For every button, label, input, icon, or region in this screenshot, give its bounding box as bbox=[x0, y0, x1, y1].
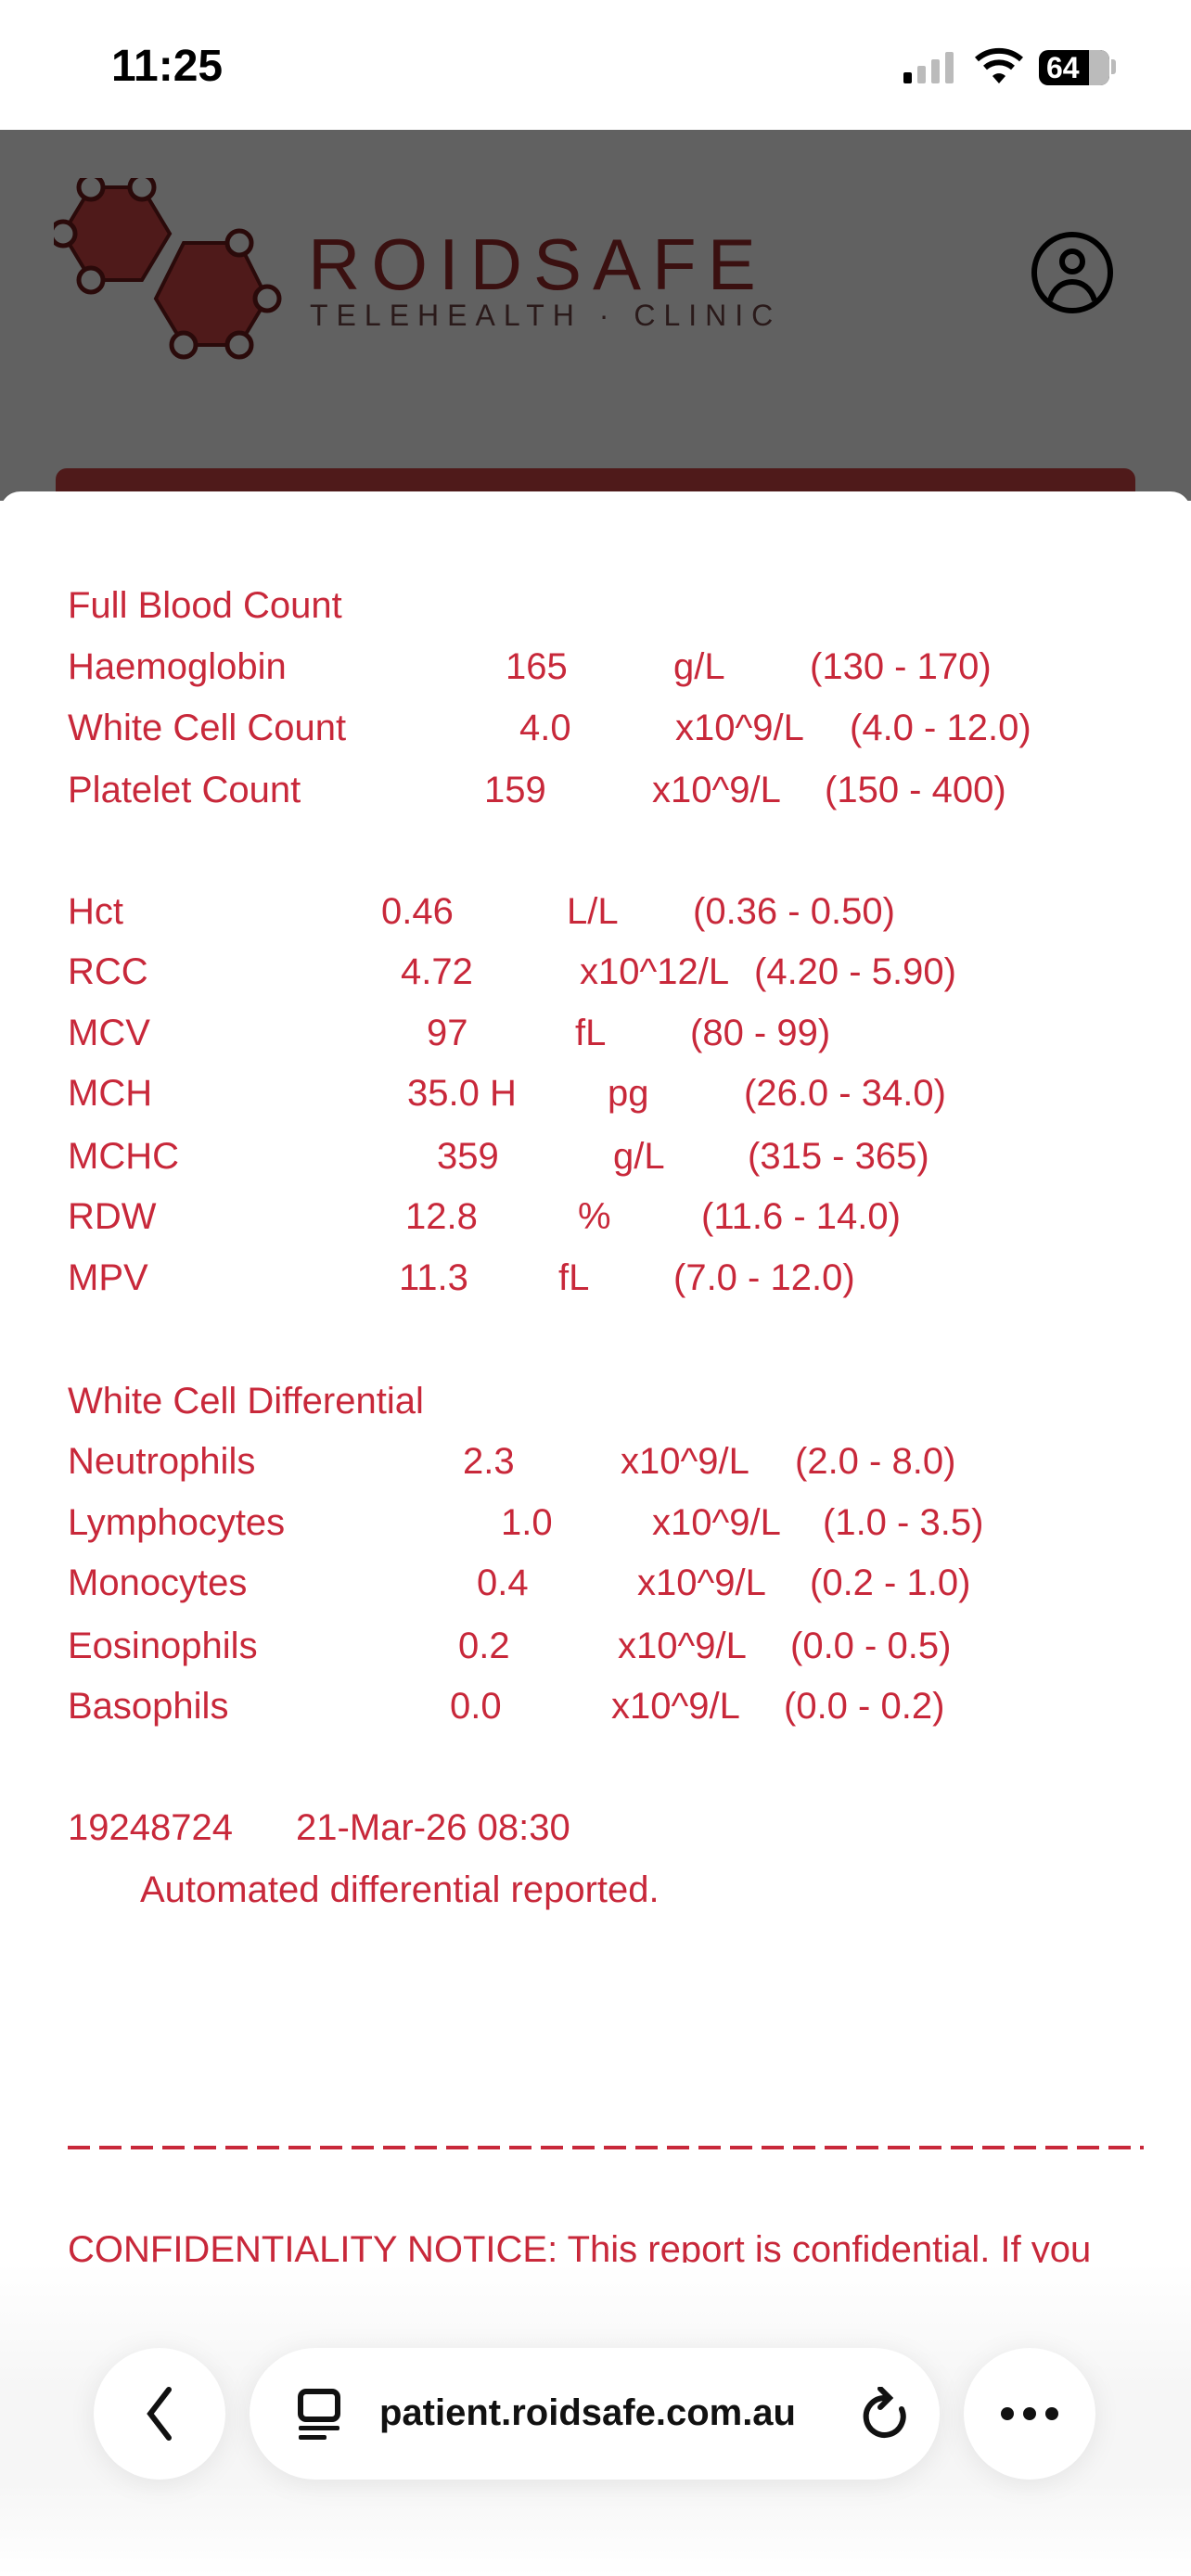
test-unit: x10^12/L bbox=[580, 951, 730, 992]
test-unit: x10^9/L bbox=[618, 1626, 747, 1666]
reference-range: (0.2 - 1.0) bbox=[810, 1562, 971, 1603]
test-name: MPV bbox=[68, 1257, 148, 1298]
battery-nub bbox=[1111, 59, 1116, 74]
test-value: 11.3 bbox=[399, 1257, 468, 1298]
test-name: Eosinophils bbox=[68, 1626, 258, 1666]
test-value: 0.0 bbox=[450, 1686, 502, 1727]
test-value: 0.46 bbox=[381, 891, 454, 932]
test-name: Hct bbox=[68, 891, 123, 932]
section-title: Full Blood Count bbox=[68, 585, 342, 626]
page-menu-icon bbox=[298, 2389, 340, 2440]
battery-icon: 64 bbox=[1039, 50, 1109, 85]
test-name: RDW bbox=[68, 1196, 157, 1237]
test-name: Basophils bbox=[68, 1686, 229, 1727]
test-unit: L/L bbox=[567, 891, 619, 932]
test-value: 12.8 bbox=[405, 1196, 478, 1237]
test-unit: x10^9/L bbox=[637, 1562, 766, 1603]
test-unit: % bbox=[578, 1196, 611, 1237]
url-text: patient.roidsafe.com.au bbox=[379, 2392, 796, 2433]
reference-range: (4.0 - 12.0) bbox=[850, 708, 1031, 748]
test-unit: g/L bbox=[613, 1136, 665, 1177]
test-name: RCC bbox=[68, 951, 148, 992]
profile-icon[interactable] bbox=[1030, 230, 1115, 315]
test-value: 0.2 bbox=[458, 1626, 510, 1666]
test-value: 4.0 bbox=[519, 708, 571, 748]
battery-level: 64 bbox=[1046, 51, 1080, 84]
divider bbox=[68, 2146, 1144, 2149]
test-unit: x10^9/L bbox=[652, 1502, 781, 1543]
test-unit: x10^9/L bbox=[652, 770, 781, 810]
test-value: 97 bbox=[427, 1013, 468, 1053]
test-name: MCV bbox=[68, 1013, 150, 1053]
test-unit: x10^9/L bbox=[675, 708, 804, 748]
reference-range: (26.0 - 34.0) bbox=[744, 1073, 946, 1114]
reference-range: (7.0 - 12.0) bbox=[673, 1257, 855, 1298]
test-name: Neutrophils bbox=[68, 1441, 256, 1482]
report-body: Full Blood Count Haemoglobin 165 g/L (130 -… bbox=[0, 491, 1191, 2263]
back-chevron-icon bbox=[147, 2387, 172, 2441]
test-unit: x10^9/L bbox=[621, 1441, 749, 1482]
test-value: 4.72 bbox=[401, 951, 473, 992]
test-name: Platelet Count bbox=[68, 770, 301, 810]
wifi-icon bbox=[975, 47, 1023, 83]
test-unit: x10^9/L bbox=[611, 1686, 740, 1727]
test-name: White Cell Count bbox=[68, 708, 347, 748]
reference-range: (1.0 - 3.5) bbox=[823, 1502, 984, 1543]
test-unit: fL bbox=[558, 1257, 590, 1298]
test-value: 2.3 bbox=[463, 1441, 515, 1482]
clock: 11:25 bbox=[111, 42, 224, 91]
more-icon bbox=[1001, 2407, 1058, 2420]
report-comment: Automated differential reported. bbox=[140, 1869, 660, 1910]
test-value: 159 bbox=[484, 770, 546, 810]
reference-range: (80 - 99) bbox=[690, 1013, 831, 1053]
reference-range: (2.0 - 8.0) bbox=[795, 1441, 956, 1482]
reference-range: (130 - 170) bbox=[810, 646, 992, 687]
reference-range: (11.6 - 14.0) bbox=[701, 1196, 901, 1237]
lab-number: 19248724 bbox=[68, 1807, 233, 1848]
test-value: 359 bbox=[437, 1136, 499, 1177]
reload-icon[interactable] bbox=[862, 2387, 908, 2442]
brand-name: ROIDSAFE bbox=[308, 223, 767, 305]
signal-icon bbox=[903, 52, 954, 83]
test-value: 1.0 bbox=[501, 1502, 553, 1543]
reference-range: (0.0 - 0.5) bbox=[790, 1626, 952, 1666]
test-unit: pg bbox=[608, 1073, 649, 1114]
address-bar[interactable]: patient.roidsafe.com.au bbox=[250, 2348, 940, 2480]
report-sheet: Full Blood Count Haemoglobin 165 g/L (130 -… bbox=[0, 491, 1191, 2263]
reference-range: (0.0 - 0.2) bbox=[784, 1686, 945, 1727]
back-button[interactable] bbox=[94, 2348, 225, 2480]
status-bar: 11:25 64 bbox=[0, 0, 1191, 130]
test-value: 0.4 bbox=[477, 1562, 529, 1603]
brand-tagline: TELEHEALTH · CLINIC bbox=[310, 299, 782, 332]
logo-hexagons-icon bbox=[54, 178, 282, 360]
reference-range: (315 - 365) bbox=[748, 1136, 929, 1177]
test-name: Lymphocytes bbox=[68, 1502, 286, 1543]
section-title: White Cell Differential bbox=[68, 1381, 424, 1422]
test-name: MCHC bbox=[68, 1136, 179, 1177]
site-header: ROIDSAFE TELEHEALTH · CLINIC bbox=[0, 130, 1191, 501]
reference-range: (150 - 400) bbox=[825, 770, 1006, 810]
reference-range: (0.36 - 0.50) bbox=[693, 891, 895, 932]
test-name: Haemoglobin bbox=[68, 646, 287, 687]
collected-datetime: 21-Mar-26 08:30 bbox=[296, 1807, 570, 1848]
confidentiality-notice: CONFIDENTIALITY NOTICE: This report is c… bbox=[68, 2229, 1092, 2263]
test-value: 165 bbox=[506, 646, 568, 687]
test-unit: fL bbox=[575, 1013, 607, 1053]
test-value: 35.0 H bbox=[407, 1073, 517, 1114]
test-name: Monocytes bbox=[68, 1562, 248, 1603]
reference-range: (4.20 - 5.90) bbox=[754, 951, 956, 992]
more-button[interactable] bbox=[964, 2348, 1095, 2480]
test-name: MCH bbox=[68, 1073, 153, 1114]
test-unit: g/L bbox=[673, 646, 725, 687]
